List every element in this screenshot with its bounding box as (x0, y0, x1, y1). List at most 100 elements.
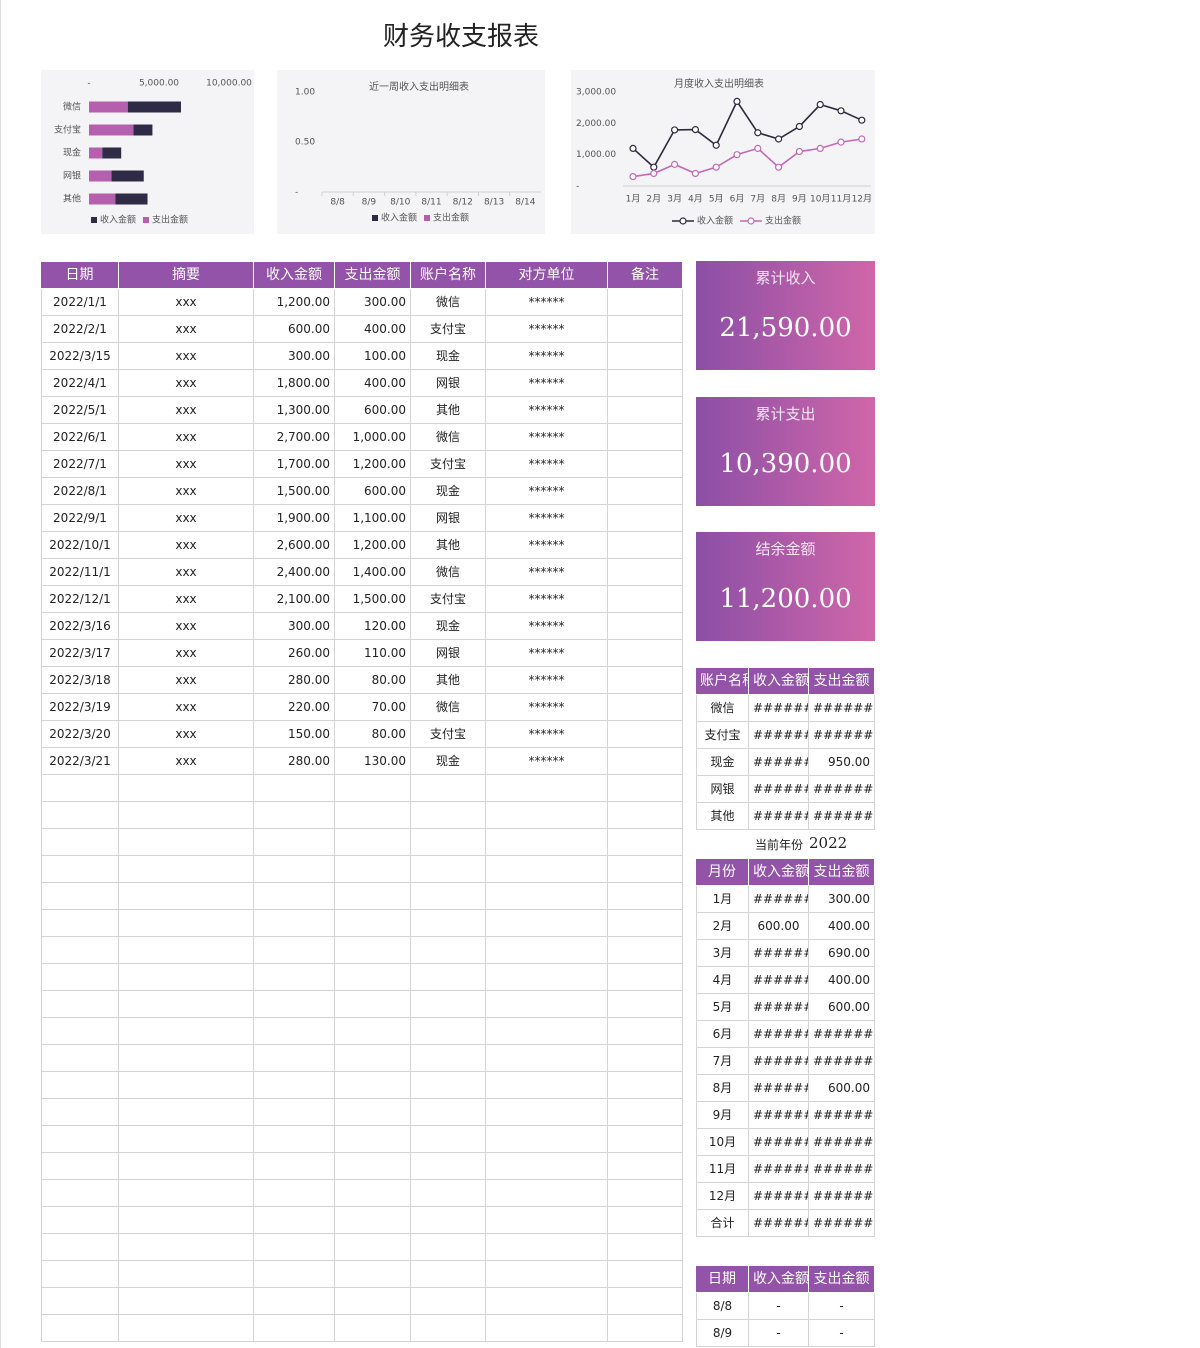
table-cell: ****** (486, 478, 608, 505)
table-cell: ######## (749, 1021, 809, 1048)
header-cell: 月份 (696, 859, 749, 886)
x-tick-label: 8/9 (362, 198, 377, 208)
table-cell (119, 964, 254, 991)
table-cell: 现金 (411, 343, 486, 370)
table-cell: ****** (486, 316, 608, 343)
table-cell (335, 1234, 411, 1261)
table-cell: - (749, 1293, 809, 1320)
table-cell: 120.00 (335, 613, 411, 640)
table-cell: ######## (749, 776, 809, 803)
table-cell: 9月 (696, 1102, 749, 1129)
legend-marker (747, 217, 755, 225)
table-cell: ######### (809, 803, 875, 830)
x-tick-label: 8/13 (484, 198, 504, 208)
table-cell: 2022/3/21 (41, 748, 119, 775)
table-cell: ######## (749, 722, 809, 749)
table-cell: 1,900.00 (254, 505, 335, 532)
table-cell: ######### (809, 1183, 875, 1210)
table-cell: 300.00 (254, 343, 335, 370)
header-cell: 支出金额 (809, 859, 875, 886)
point (816, 100, 824, 109)
table-cell (486, 1180, 608, 1207)
bar (89, 193, 116, 205)
table-cell (411, 856, 486, 883)
table-cell: 100.00 (335, 343, 411, 370)
table-cell: 2022/4/1 (41, 370, 119, 397)
table-cell: - (809, 1320, 875, 1347)
x-tick-label: 7月 (750, 194, 765, 205)
table-cell (608, 1126, 683, 1153)
legend-marker (679, 217, 687, 225)
table-cell (608, 451, 683, 478)
table-cell (119, 1207, 254, 1234)
point (733, 151, 741, 159)
table-cell (254, 1261, 335, 1288)
table-cell: 2022/7/1 (41, 451, 119, 478)
point (629, 144, 637, 153)
y-tick-label: - (576, 182, 579, 192)
table-cell (335, 829, 411, 856)
table-cell (486, 1234, 608, 1261)
table-cell: ######## (749, 967, 809, 994)
summary-value: 21,590.00 (719, 313, 852, 343)
x-tick-label: 1月 (626, 194, 641, 205)
table-cell (41, 991, 119, 1018)
table-cell (411, 1315, 486, 1342)
header-cell: 账户名称 (411, 262, 486, 289)
point (754, 129, 762, 137)
table-cell (335, 964, 411, 991)
table-cell (608, 343, 683, 370)
table-cell (608, 289, 683, 316)
table-cell (119, 1045, 254, 1072)
table-cell: 支付宝 (411, 721, 486, 748)
table-cell: 网银 (411, 640, 486, 667)
table-cell: 5月 (696, 994, 749, 1021)
bar (89, 101, 128, 113)
table-cell: 2022/12/1 (41, 586, 119, 613)
header-cell: 收入金额 (749, 1266, 809, 1293)
table-cell (411, 991, 486, 1018)
table-cell: xxx (119, 316, 254, 343)
bar (102, 147, 122, 159)
table-cell: ######### (809, 1021, 875, 1048)
table-cell (486, 1045, 608, 1072)
x-tick-label: 5月 (709, 194, 724, 205)
table-cell (486, 775, 608, 802)
table-cell: 1,500.00 (335, 586, 411, 613)
table-cell (608, 829, 683, 856)
point (650, 163, 658, 171)
table-cell: 6月 (696, 1021, 749, 1048)
table-cell (335, 1261, 411, 1288)
header-cell: 收入金额 (749, 668, 809, 695)
table-cell: 1,200.00 (335, 451, 411, 478)
table-cell (119, 1234, 254, 1261)
header-cell: 备注 (608, 262, 683, 289)
header-cell: 摘要 (119, 262, 254, 289)
table-cell: ****** (486, 424, 608, 451)
table-cell: 1,300.00 (254, 397, 335, 424)
table-cell: 现金 (411, 613, 486, 640)
table-cell: xxx (119, 640, 254, 667)
table-cell: ######### (809, 722, 875, 749)
table-cell: ****** (486, 289, 608, 316)
table-cell (486, 883, 608, 910)
table-cell: ****** (486, 370, 608, 397)
table-cell (608, 1018, 683, 1045)
bar (127, 101, 181, 113)
table-cell: 其他 (411, 532, 486, 559)
table-cell: ######## (749, 749, 809, 776)
table-cell: ****** (486, 343, 608, 370)
table-cell (335, 1126, 411, 1153)
table-cell: ######## (749, 886, 809, 913)
table-cell (411, 1234, 486, 1261)
table-cell (254, 856, 335, 883)
x-tick-label: 8/14 (515, 198, 535, 208)
table-cell (608, 1288, 683, 1315)
table-cell (486, 802, 608, 829)
table-cell (608, 370, 683, 397)
table-cell (608, 532, 683, 559)
table-cell: 2022/3/15 (41, 343, 119, 370)
table-cell (119, 1153, 254, 1180)
legend-label: 收入金额 (381, 212, 417, 224)
chart: 月度收入支出明细表 - 1,000.00 2,000.00 3,000.00 1月 2月 3月… (571, 70, 875, 234)
